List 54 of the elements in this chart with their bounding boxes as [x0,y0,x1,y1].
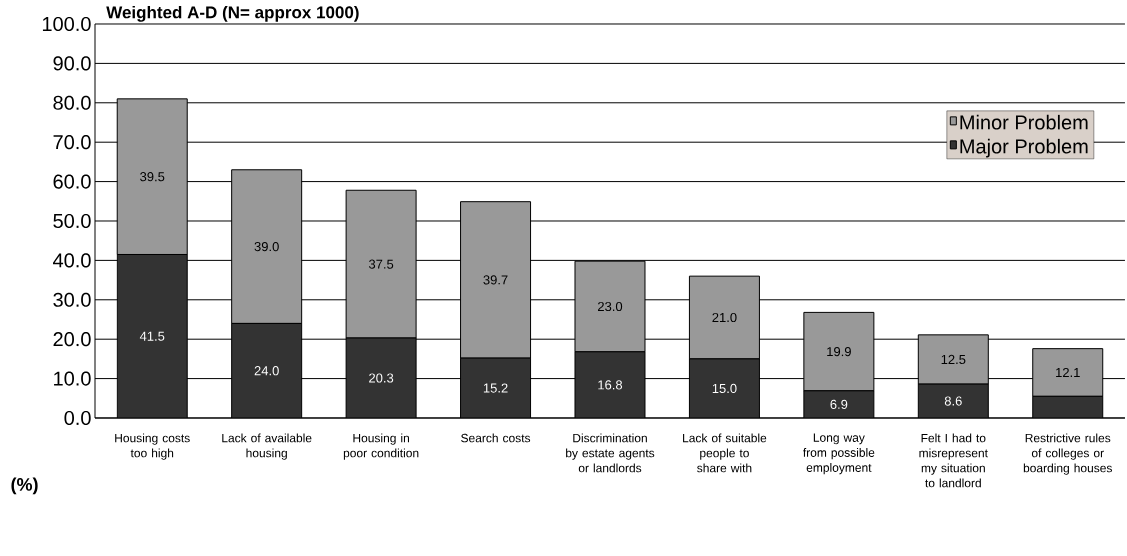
bar [1032,395,1104,418]
data-label: 23.0 [598,301,623,312]
data-label: 39.0 [254,241,279,252]
data-label: 12.1 [1056,367,1080,378]
y-tick-label: 40.0 [53,253,91,268]
bar [688,275,760,360]
y-tick-label: 90.0 [53,56,91,71]
bar [803,390,875,418]
data-label: 16.8 [598,380,623,390]
bar [803,311,875,392]
legend-label: Major Problem [960,138,1088,158]
bar [460,357,532,418]
chart-title: Weighted A-D (N= approx 1000) [106,5,359,22]
data-label: 39.7 [483,275,508,285]
data-label: 41.5 [139,331,165,341]
x-tick-label: Discrimination by estate agents or landlords [566,433,655,473]
data-label: 24.0 [254,366,279,376]
y-tick-label: 60.0 [53,174,91,189]
bar [574,260,646,353]
y-tick-label: 10.0 [54,371,91,386]
x-tick-label: Long way from possible employment [803,433,875,475]
x-tick-label: Felt I had to misrepresent my situation to landlord [919,433,988,488]
bar [116,253,188,418]
legend-label: Minor Problem [960,114,1088,130]
data-label: 21.0 [712,312,737,323]
bar [345,337,417,418]
data-label: 15.0 [712,383,737,394]
x-tick-label: Restrictive rules of colleges or boarding houses [1023,433,1112,475]
data-label: 37.5 [368,259,394,269]
data-label: 20.3 [369,373,394,383]
y-axis-title: (%) [11,477,38,495]
bar [231,322,303,418]
data-label: 12.5 [941,354,966,365]
data-label: 8.6 [944,396,962,406]
bar [688,358,760,418]
y-tick-label: 20.0 [53,332,91,347]
y-tick-label: 50.0 [53,213,91,229]
y-tick-label: 80.0 [53,95,91,110]
y-tick-label: 30.0 [53,292,91,307]
bar [917,334,989,385]
x-tick-label: Lack of suitable people to share with [683,433,767,473]
data-label: 39.5 [140,172,165,182]
data-label: 6.9 [830,399,848,409]
bar [574,351,646,418]
x-tick-label: Search costs [461,433,531,443]
x-tick-label: Housing costs too high [115,433,190,460]
data-label: 15.2 [483,383,508,393]
y-tick-label: 0.0 [64,410,91,426]
y-tick-label: 70.0 [53,135,91,150]
bar [917,383,989,418]
x-tick-label: Lack of available housing [222,433,312,460]
x-tick-label: Housing in poor condition [343,433,419,460]
y-tick-label: 100.0 [42,16,91,32]
data-label: 19.9 [827,346,851,357]
